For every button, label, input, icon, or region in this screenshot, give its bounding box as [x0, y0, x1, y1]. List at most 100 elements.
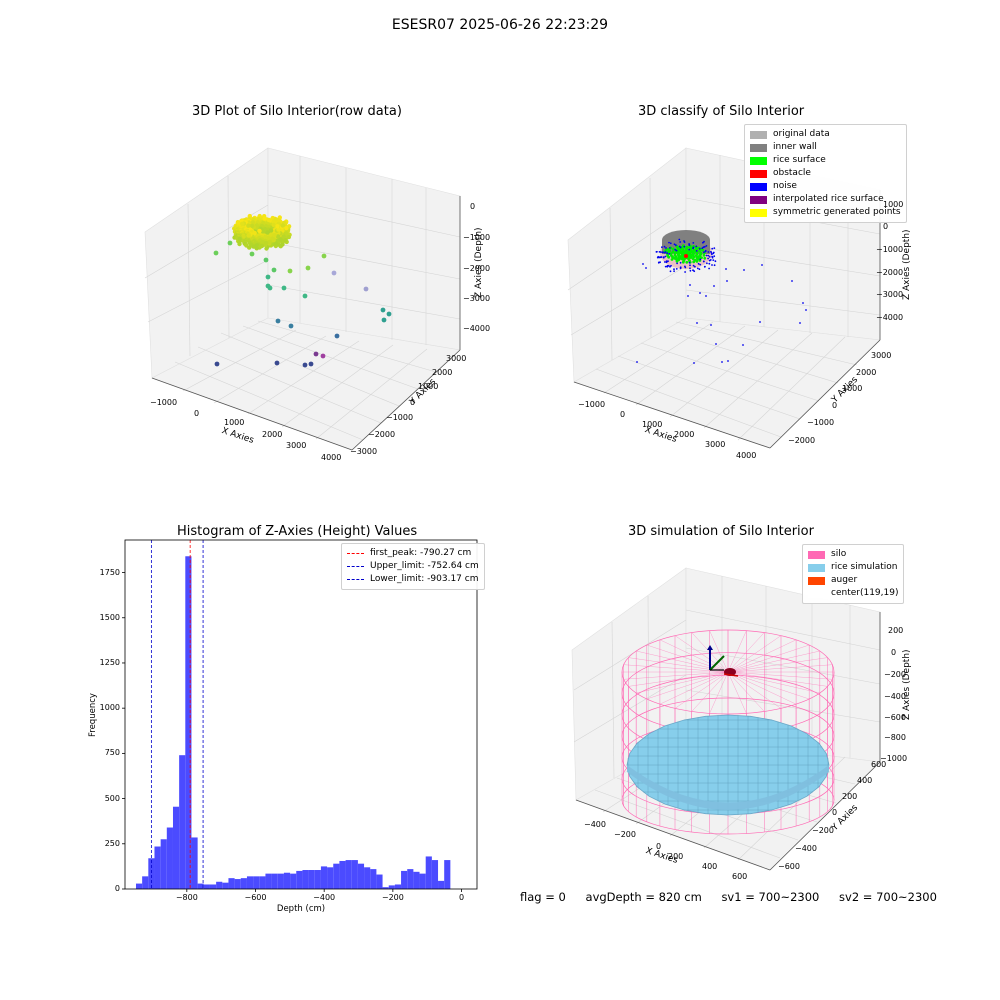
raw-point — [268, 228, 274, 233]
rice-surface-point — [688, 256, 691, 260]
histogram-bar — [154, 846, 161, 889]
noise-point — [707, 251, 710, 253]
noise-point — [704, 250, 707, 253]
noise-point — [663, 245, 666, 248]
histogram-bar — [259, 876, 266, 889]
histogram-bar — [302, 870, 309, 889]
p2-ytick: 0 — [832, 401, 838, 410]
raw-point — [272, 233, 277, 238]
noise-point — [688, 243, 690, 245]
noise-point — [708, 262, 711, 265]
noise-point — [668, 241, 670, 244]
rice-surface-point — [669, 252, 673, 255]
p1-xtick: 4000 — [321, 453, 342, 462]
rice-surface-point — [698, 254, 702, 258]
raw-point — [331, 270, 337, 276]
x-tick-label: −800 — [175, 893, 198, 902]
noise-point — [692, 264, 695, 267]
histogram-bar — [185, 556, 192, 889]
noise-point — [665, 247, 667, 249]
legend-entry: rice simulation — [808, 561, 898, 574]
legend-entry: noise — [750, 180, 901, 193]
noise-point — [676, 262, 678, 265]
rice-surface-point — [682, 251, 686, 255]
histogram-bar — [283, 872, 291, 889]
raw-point — [381, 317, 387, 323]
p2-ytick: 1000 — [842, 384, 863, 393]
noise-point — [761, 264, 763, 266]
raw-point — [363, 286, 369, 292]
histogram-bar — [197, 883, 204, 889]
panel2-legend: original data inner wall rice surface obsta… — [744, 124, 907, 223]
histogram-bar — [444, 860, 451, 889]
p2-ytick: 2000 — [856, 368, 877, 377]
p1-xtick: −1000 — [150, 398, 178, 407]
p2-xtick: 4000 — [736, 451, 757, 460]
p4-ytick: −200 — [812, 826, 834, 835]
legend-swatch — [750, 182, 767, 191]
p4-xtick: 600 — [732, 872, 748, 881]
p2-ztick: −2000 — [876, 268, 904, 277]
raw-point — [273, 217, 278, 222]
histogram-bar — [203, 884, 210, 889]
noise-point — [665, 261, 668, 264]
noise-point — [711, 255, 714, 258]
histogram-bar — [401, 870, 408, 889]
noise-point — [664, 261, 666, 263]
noise-point — [802, 302, 804, 304]
raw-point — [271, 222, 276, 228]
silo-wire — [727, 671, 782, 709]
rice-surface-point — [703, 256, 707, 260]
silo-wire — [727, 632, 765, 673]
legend-label: interpolated rice surface — [773, 194, 884, 204]
noise-point — [696, 267, 699, 270]
rice-surface-point — [671, 256, 675, 259]
legend-line — [347, 579, 364, 580]
silo-wire — [646, 644, 729, 673]
noise-point — [675, 244, 677, 247]
histogram-bar — [388, 885, 395, 889]
p4-ztick: −600 — [884, 713, 906, 722]
silo-wire — [727, 671, 747, 714]
histogram-bar — [271, 873, 278, 889]
silo-wire — [727, 630, 747, 673]
noise-point — [703, 240, 705, 243]
noise-point — [668, 253, 671, 255]
p1-xtick: 2000 — [262, 430, 283, 439]
raw-point — [257, 228, 262, 234]
histogram-bar — [431, 860, 439, 889]
noise-point — [713, 264, 716, 267]
silo-wire — [727, 650, 820, 673]
noise-point — [669, 247, 671, 249]
raw-point — [284, 225, 289, 231]
noise-point — [697, 262, 700, 265]
x-tick-label: −200 — [381, 893, 404, 902]
silo-wire — [727, 671, 828, 687]
sv1-text: sv1 = 700~2300 — [721, 890, 820, 904]
histogram-bar — [357, 863, 365, 889]
obstacle-point — [684, 254, 688, 258]
raw-point — [213, 250, 219, 256]
noise-point — [688, 261, 691, 264]
raw-point — [254, 246, 259, 251]
noise-point — [703, 251, 705, 254]
histogram-bar — [290, 873, 297, 889]
raw-point — [270, 236, 275, 241]
histogram-bar — [376, 874, 383, 889]
silo-wire — [727, 671, 833, 680]
histogram-bar — [339, 860, 346, 889]
histogram-bar — [191, 837, 198, 889]
silo-wire — [727, 671, 810, 700]
noise-point — [727, 360, 729, 362]
silo-wire — [628, 671, 729, 687]
p4-ytick: −600 — [778, 862, 800, 871]
p2-ytick: 3000 — [871, 351, 892, 360]
p1-xtick: 1000 — [224, 418, 245, 427]
rice-surface-point — [674, 251, 677, 255]
raw-point — [240, 221, 245, 226]
raw-point — [247, 245, 252, 250]
rice-surface-point — [698, 249, 701, 253]
histogram-bar — [407, 869, 414, 889]
